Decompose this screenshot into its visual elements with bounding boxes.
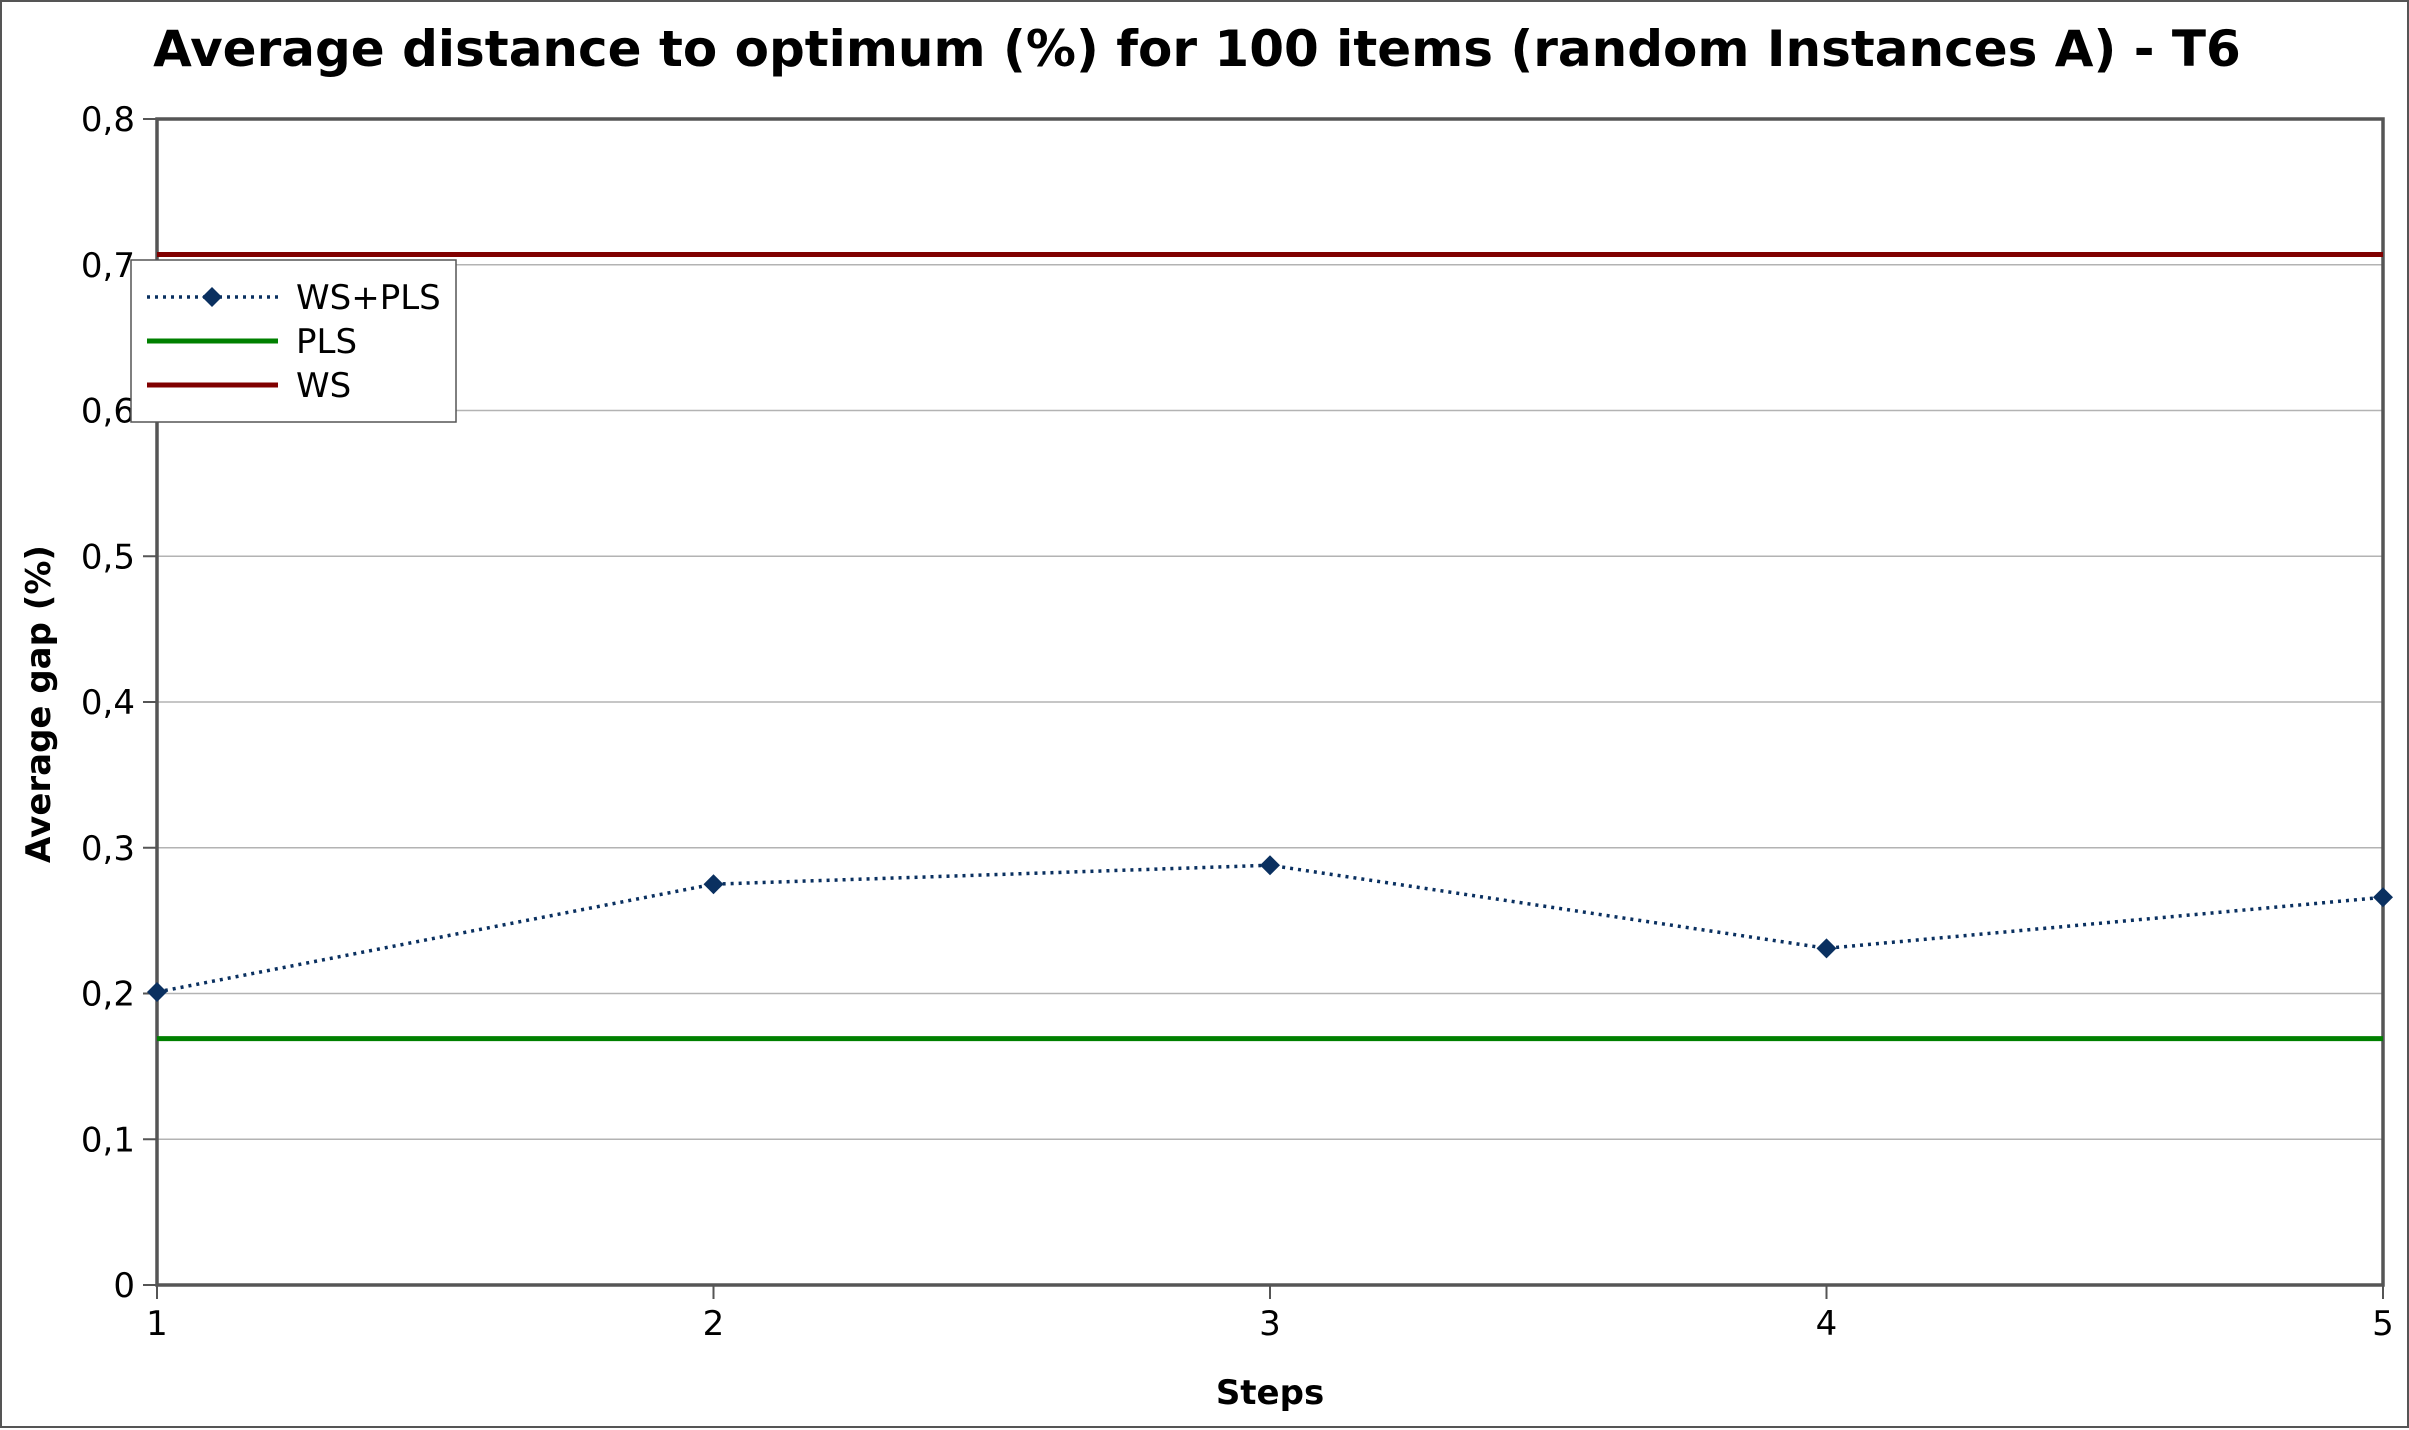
legend-marker-ws-pls	[202, 287, 222, 307]
data-point-ws-pls	[147, 982, 167, 1003]
legend-label-pls: PLS	[296, 322, 357, 362]
data-point-ws-pls	[2373, 887, 2393, 908]
x-axis-title: Steps	[1216, 1373, 1324, 1413]
x-tick-label: 5	[2372, 1304, 2394, 1344]
y-tick-label: 0,2	[81, 975, 135, 1015]
y-tick-label: 0,6	[81, 392, 135, 432]
y-axis-ticks: 0 0,1 0,2 0,3 0,4 0,5 0,6 0,7 0,8	[81, 100, 157, 1306]
y-tick-label: 0	[113, 1266, 135, 1306]
x-tick-label: 2	[703, 1304, 725, 1344]
y-tick-label: 0,4	[81, 683, 135, 723]
y-tick-label: 0,5	[81, 537, 135, 577]
grid-lines	[157, 118, 2383, 1140]
y-tick-label: 0,7	[81, 246, 135, 286]
legend-label-ws: WS	[296, 366, 351, 406]
x-axis-ticks: 1 2 3 4 5	[146, 1285, 2394, 1344]
x-tick-label: 4	[1816, 1304, 1838, 1344]
x-tick-label: 3	[1259, 1304, 1281, 1344]
legend-label-ws-pls: WS+PLS	[296, 278, 441, 318]
y-tick-label: 0,1	[81, 1120, 135, 1160]
series-lines	[147, 252, 2393, 1042]
y-axis-title: Average gap (%)	[19, 545, 59, 863]
y-tick-label: 0,8	[81, 100, 135, 140]
data-point-ws-pls	[1260, 855, 1280, 876]
data-point-ws-pls	[1816, 938, 1837, 959]
chart-title: Average distance to optimum (%) for 100 …	[153, 20, 2241, 78]
y-tick-label: 0,3	[81, 829, 135, 869]
x-tick-label: 1	[146, 1304, 168, 1344]
series-line-ws-pls	[156, 863, 2384, 994]
data-point-ws-pls	[703, 874, 724, 895]
